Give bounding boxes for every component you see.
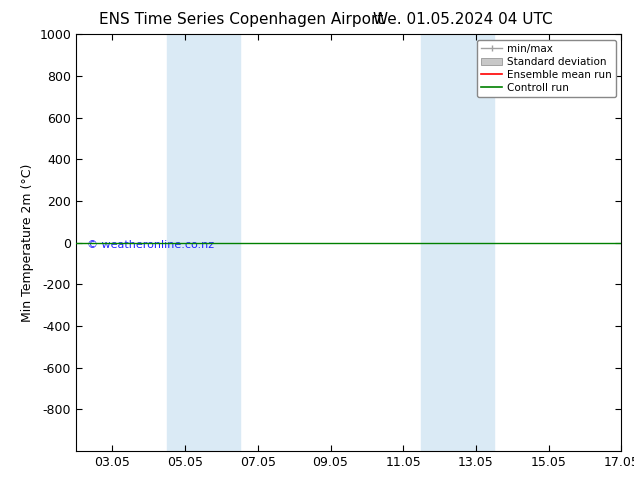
Bar — [167, 34, 240, 451]
Text: We. 01.05.2024 04 UTC: We. 01.05.2024 04 UTC — [373, 12, 553, 27]
Text: ENS Time Series Copenhagen Airport: ENS Time Series Copenhagen Airport — [99, 12, 383, 27]
Y-axis label: Min Temperature 2m (°C): Min Temperature 2m (°C) — [21, 163, 34, 322]
Legend: min/max, Standard deviation, Ensemble mean run, Controll run: min/max, Standard deviation, Ensemble me… — [477, 40, 616, 97]
Text: © weatheronline.co.nz: © weatheronline.co.nz — [87, 241, 214, 250]
Bar — [422, 34, 494, 451]
